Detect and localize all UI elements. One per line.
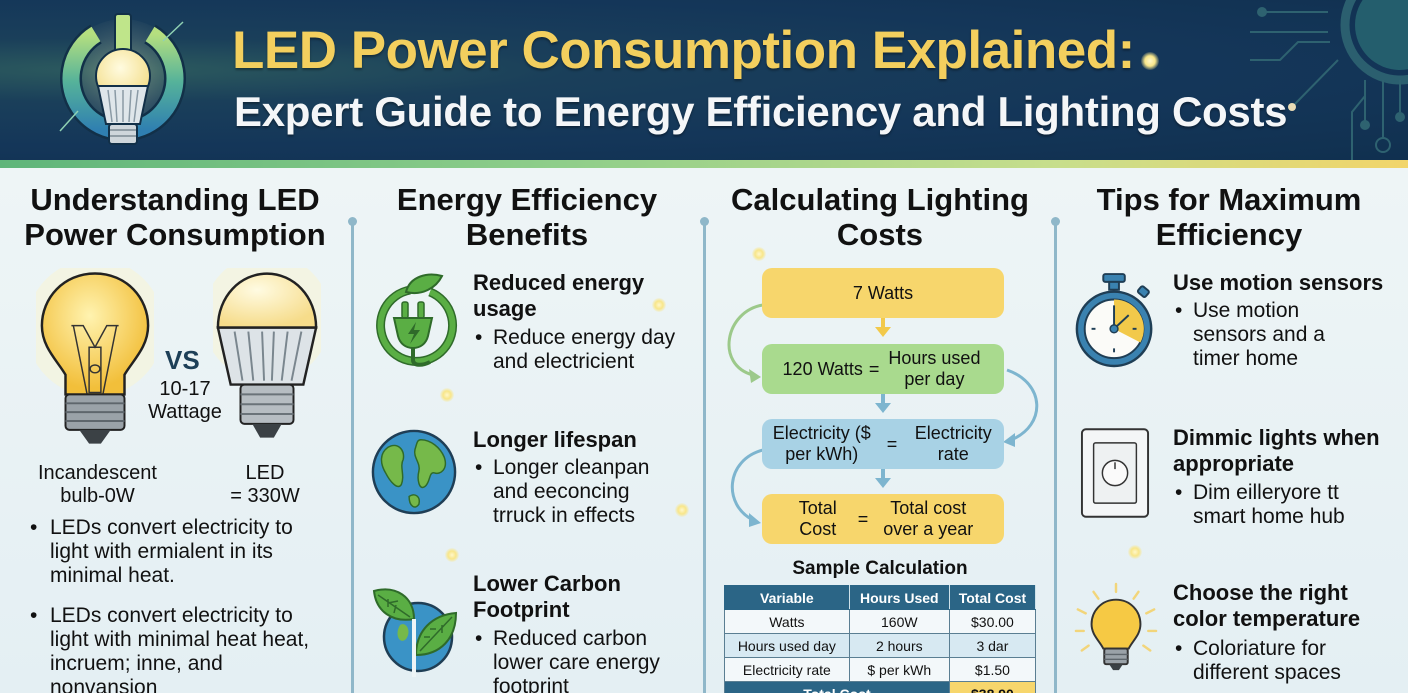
stopwatch-icon — [1075, 273, 1153, 368]
column-divider — [348, 217, 357, 693]
sparkle-glow — [652, 298, 666, 312]
column-title: Understanding LED Power Consumption — [24, 182, 326, 252]
flow-arrows-icon — [727, 303, 1039, 527]
table-row: Watts 160W $30.00 — [724, 609, 1037, 634]
globe-icon — [371, 429, 457, 515]
benefit-bullet: Reduced carbon lower care energy footpri… — [473, 627, 683, 693]
led-bulb-icon — [213, 268, 321, 438]
benefit-title: Lower Carbon Footprint — [473, 571, 621, 622]
column-divider — [1051, 217, 1060, 693]
column-title: Tips for Maximum Efficiency — [1096, 182, 1362, 252]
column-title: Calculating Lighting Costs — [731, 182, 1029, 252]
bullet-item: LEDs convert electricity to light with e… — [28, 516, 328, 588]
incandescent-label: Incandescent bulb-0W — [38, 462, 157, 507]
led-bulb-power-icon — [59, 13, 186, 145]
header-accent-stripe — [0, 160, 1408, 168]
flow-step-rate: Electricity ($ per kWh) = Electricity ra… — [762, 419, 1004, 469]
circuit-decoration-icon — [1250, 0, 1408, 160]
sparkle-glow — [752, 247, 766, 261]
incandescent-bulb-icon — [36, 268, 154, 444]
tip-bullet: Dim eilleryore tt smart home hub — [1173, 481, 1363, 529]
understanding-bullets: LEDs convert electricity to light with e… — [28, 516, 328, 693]
flow-step-hours: 120 Watts = Hours used per day — [762, 344, 1004, 394]
table-header: Variable — [724, 585, 850, 610]
eco-plug-icon — [376, 273, 458, 367]
tip-bullet: Use motion sensors and a timer home — [1173, 299, 1353, 371]
column-title: Energy Efficiency Benefits — [396, 182, 658, 252]
tip-title: Use motion sensors — [1173, 270, 1384, 295]
sparkle-glow — [1128, 545, 1142, 559]
table-header: Hours Used — [848, 585, 950, 610]
sparkle-glow — [1141, 52, 1159, 70]
tip-bullet: Coloriature for different spaces — [1173, 637, 1373, 685]
benefit-title: Longer lifespan — [473, 427, 637, 452]
total-cost-value: $38.90 — [948, 681, 1037, 693]
benefit-title: Reduced energy usage — [473, 270, 645, 321]
sparkle-glow — [440, 388, 454, 402]
table-total-row: Total Cost $38.90 — [724, 681, 1037, 693]
page-title: LED Power Consumption Explained: — [232, 21, 1135, 80]
tip-title: Choose the right color temperature — [1173, 580, 1361, 631]
flow-step-total: Total Cost = Total cost over a year — [762, 494, 1004, 544]
flow-step-watts: 7 Watts — [762, 268, 1004, 318]
sample-calculation-table: Variable Hours Used Total Cost Watts 160… — [724, 585, 1037, 693]
sparkle-glow — [445, 548, 459, 562]
glowing-bulb-icon — [1074, 582, 1158, 671]
benefit-bullet: Reduce energy day and electricient — [473, 326, 693, 374]
wattage-range: 10-17 Wattage — [148, 378, 222, 423]
sparkle-glow — [675, 503, 689, 517]
page-subtitle: Expert Guide to Energy Efficiency and Li… — [234, 88, 1288, 135]
sample-calculation-title: Sample Calculation — [792, 558, 968, 579]
bullet-item: LEDs convert electricity to light with m… — [28, 604, 328, 693]
tip-title: Dimmic lights when appropriate — [1173, 425, 1380, 476]
dimmer-switch-icon — [1080, 428, 1150, 518]
table-header: Total Cost — [948, 585, 1037, 610]
benefit-bullet: Longer cleanpan and eeconcing trruck in … — [473, 456, 673, 528]
table-row: Electricity rate $ per kWh $1.50 — [724, 657, 1037, 682]
leaf-globe-icon — [372, 588, 458, 677]
table-row: Hours used day 2 hours 3 dar — [724, 633, 1037, 658]
vs-label: VS — [165, 345, 200, 375]
header-banner: LED Power Consumption Explained: Expert … — [0, 0, 1408, 160]
led-label: LED = 330W — [230, 462, 300, 507]
column-divider — [700, 217, 709, 693]
